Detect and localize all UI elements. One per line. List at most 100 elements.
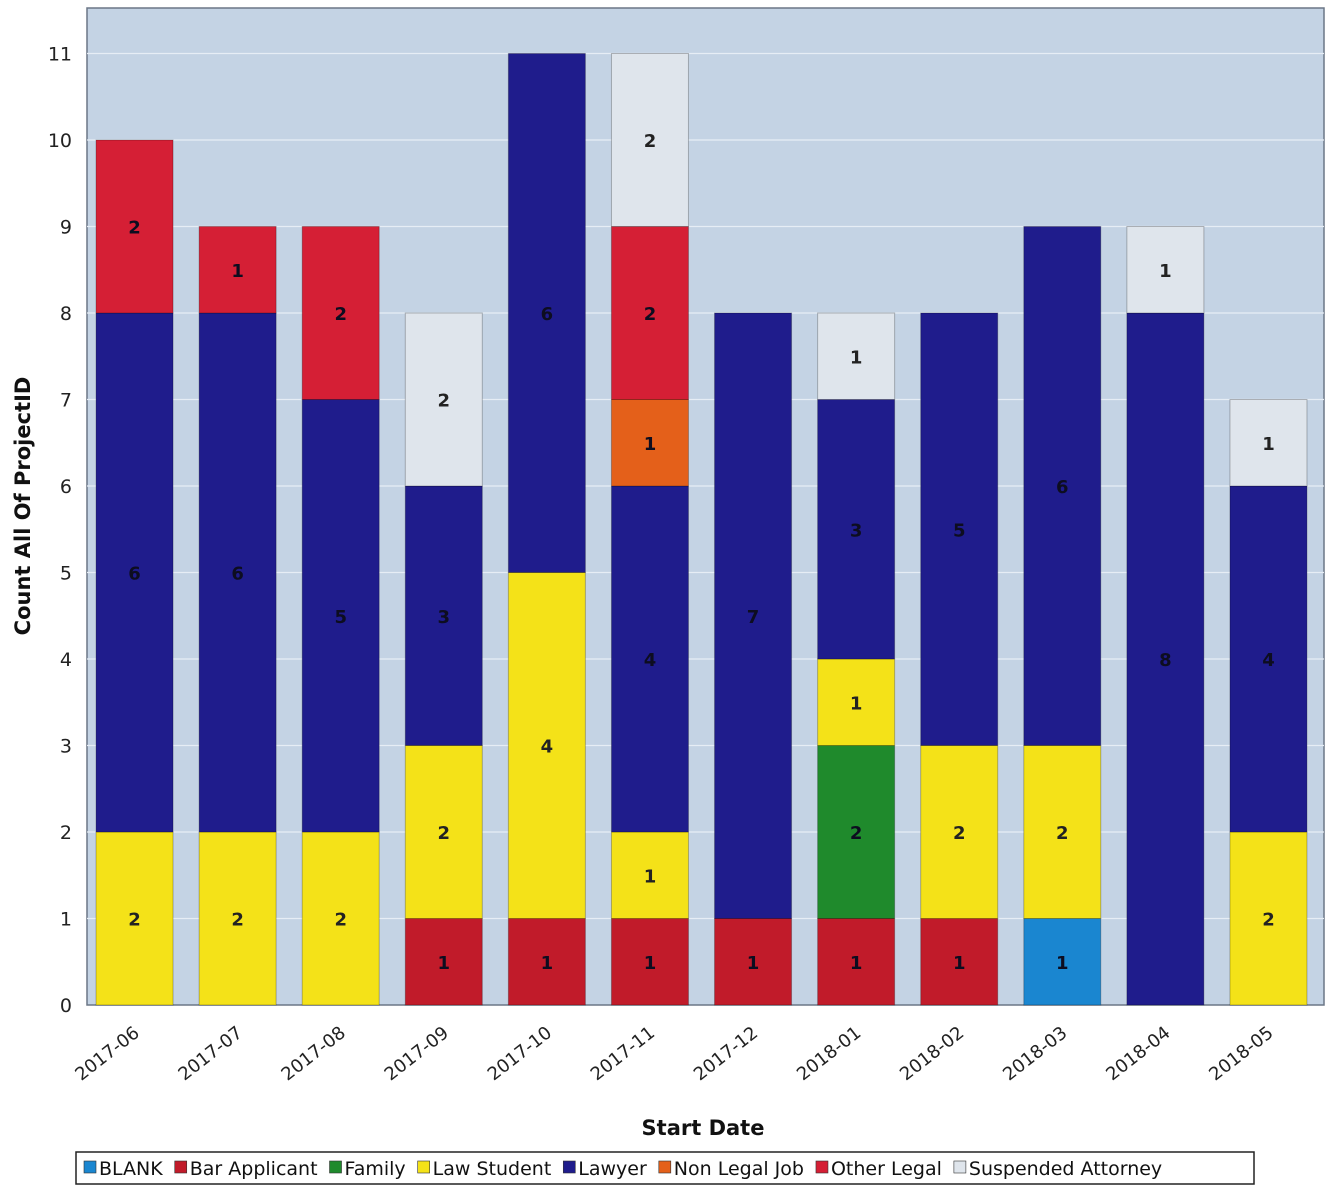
legend-label: Family	[345, 1158, 406, 1180]
x-tick-label: 2017-12	[690, 1022, 762, 1085]
bar-segment	[301, 831, 380, 1006]
bar-segment	[198, 312, 277, 833]
bar-value-label: 2	[438, 391, 451, 412]
bar-segment	[610, 918, 689, 1006]
legend-label: Lawyer	[578, 1158, 647, 1180]
x-tick-label: 2018-01	[793, 1022, 865, 1085]
x-tick-label: 2017-06	[71, 1022, 143, 1085]
y-tick-label: 10	[48, 130, 72, 152]
bar-segment	[714, 312, 793, 919]
bar-segment	[610, 226, 689, 400]
bar-segment	[198, 831, 277, 1006]
bar-value-label: 1	[644, 434, 657, 455]
bar-value-label: 2	[1056, 823, 1069, 844]
bar-value-label: 1	[953, 953, 966, 974]
bar-segment	[1126, 226, 1205, 314]
y-tick-label: 0	[60, 995, 72, 1017]
bar-segment	[920, 312, 999, 746]
x-tick-label: 2017-08	[278, 1022, 350, 1085]
legend-label: Law Student	[433, 1158, 552, 1180]
y-tick-label: 4	[60, 649, 72, 671]
bar-value-label: 8	[1159, 650, 1172, 671]
bar-segment	[610, 831, 689, 919]
plot-area	[86, 7, 1325, 1006]
bar-segment	[404, 745, 483, 919]
bar-segment	[817, 312, 896, 400]
bar-value-label: 1	[231, 261, 244, 282]
x-tick-label: 2018-02	[896, 1022, 968, 1085]
x-tick-label: 2018-05	[1205, 1022, 1277, 1085]
legend-label: Bar Applicant	[190, 1158, 318, 1180]
bar-value-label: 1	[850, 953, 863, 974]
bar-segment	[1023, 745, 1102, 919]
bar-value-label: 2	[644, 304, 657, 325]
bar-segment	[507, 918, 586, 1006]
bar-segment	[920, 918, 999, 1006]
bar-segment	[1023, 918, 1102, 1006]
legend-swatch	[562, 1160, 576, 1174]
y-axis: 0 1 2 3 4 5 6 7 8 9 10 11	[48, 44, 72, 1018]
bar-value-label: 7	[747, 607, 760, 628]
y-tick-label: 2	[60, 822, 72, 844]
bar-value-label: 2	[953, 823, 966, 844]
bar-segment	[95, 831, 174, 1006]
bar-value-label: 5	[953, 520, 966, 541]
bar-value-label: 4	[541, 737, 554, 758]
y-tick-label: 3	[60, 736, 72, 758]
legend-swatch	[417, 1160, 430, 1174]
bar-value-label: 2	[128, 218, 141, 239]
bar-segment	[610, 399, 689, 487]
x-tick-label: 2017-07	[175, 1022, 247, 1085]
y-axis-label: Count All Of ProjectID	[11, 377, 35, 636]
bar-segment	[610, 485, 689, 833]
bar-segment	[95, 312, 174, 833]
bar-value-label: 3	[438, 607, 451, 628]
y-tick-label: 11	[48, 44, 72, 66]
bar-value-label: 2	[128, 910, 141, 931]
legend: BLANK Bar Applicant Family Law Student Lawye…	[83, 1158, 1162, 1180]
bar-segment	[404, 918, 483, 1006]
legend-label: Suspended Attorney	[969, 1158, 1162, 1180]
bar-segment	[198, 226, 277, 314]
bar-value-label: 3	[850, 520, 863, 541]
bar-segment	[920, 745, 999, 919]
bar-value-label: 1	[541, 953, 554, 974]
bar-value-label: 2	[850, 823, 863, 844]
y-tick-label: 1	[60, 909, 72, 931]
bar-value-label: 1	[850, 693, 863, 714]
bar-value-label: 2	[438, 823, 451, 844]
bar-segment	[301, 226, 380, 400]
bar-value-label: 5	[334, 607, 347, 628]
legend-swatch	[658, 1160, 672, 1174]
y-tick-label: 6	[60, 476, 72, 498]
bar-value-label: 6	[128, 564, 141, 585]
bar-segment	[610, 53, 689, 227]
x-tick-label: 2018-04	[1102, 1022, 1174, 1085]
bar-value-label: 1	[438, 953, 451, 974]
grid-lines	[87, 52, 1324, 920]
y-tick-label: 9	[60, 217, 72, 239]
x-axis-label: Start Date	[642, 1116, 765, 1140]
bar-value-label: 6	[231, 564, 244, 585]
y-tick-label: 5	[60, 563, 72, 585]
legend-label: Non Legal Job	[674, 1158, 804, 1180]
y-tick-label: 7	[60, 390, 72, 412]
bar-value-label: 1	[644, 953, 657, 974]
bar-value-label: 6	[541, 304, 554, 325]
bar-value-label: 6	[1056, 477, 1069, 498]
x-tick-label: 2017-10	[484, 1022, 556, 1085]
bar-value-label: 2	[334, 910, 347, 931]
bar-value-label: 2	[334, 304, 347, 325]
x-tick-label: 2017-11	[587, 1022, 659, 1085]
bar-value-label: 2	[644, 131, 657, 152]
bar-segment	[1229, 831, 1308, 1006]
legend-label: Other Legal	[831, 1158, 942, 1180]
legend-swatch	[953, 1160, 967, 1174]
bar-value-label: 1	[1159, 261, 1172, 282]
legend-swatch	[174, 1160, 188, 1174]
bar-segment	[404, 312, 483, 487]
bar-segment	[95, 139, 174, 314]
bar-value-label: 2	[1262, 910, 1275, 931]
